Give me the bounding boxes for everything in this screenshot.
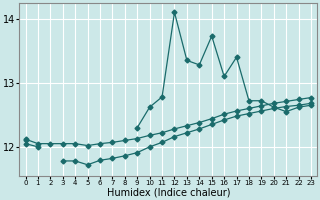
- X-axis label: Humidex (Indice chaleur): Humidex (Indice chaleur): [107, 187, 230, 197]
